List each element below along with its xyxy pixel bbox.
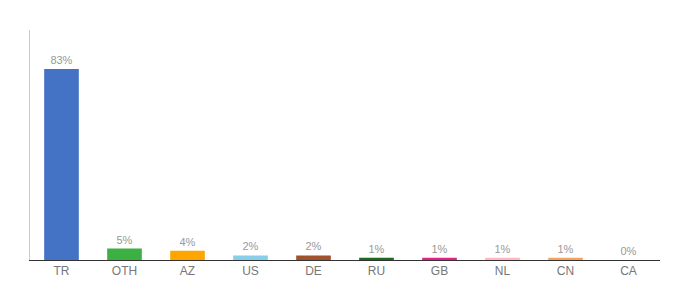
svg-text:0%: 0%	[620, 245, 636, 257]
svg-text:1%: 1%	[431, 243, 447, 255]
svg-text:4%: 4%	[179, 236, 195, 248]
svg-text:1%: 1%	[368, 243, 384, 255]
svg-text:OTH: OTH	[112, 264, 137, 278]
svg-text:2%: 2%	[305, 240, 321, 252]
svg-text:NL: NL	[495, 264, 511, 278]
svg-text:GB: GB	[431, 264, 448, 278]
svg-text:CA: CA	[620, 264, 637, 278]
svg-text:5%: 5%	[116, 234, 132, 246]
svg-text:TR: TR	[54, 264, 70, 278]
svg-text:CN: CN	[557, 264, 574, 278]
svg-text:83%: 83%	[50, 54, 72, 66]
svg-text:2%: 2%	[242, 240, 258, 252]
svg-text:RU: RU	[368, 264, 385, 278]
svg-text:1%: 1%	[494, 243, 510, 255]
svg-text:AZ: AZ	[180, 264, 195, 278]
svg-text:US: US	[242, 264, 259, 278]
svg-text:1%: 1%	[557, 243, 573, 255]
svg-text:DE: DE	[305, 264, 322, 278]
